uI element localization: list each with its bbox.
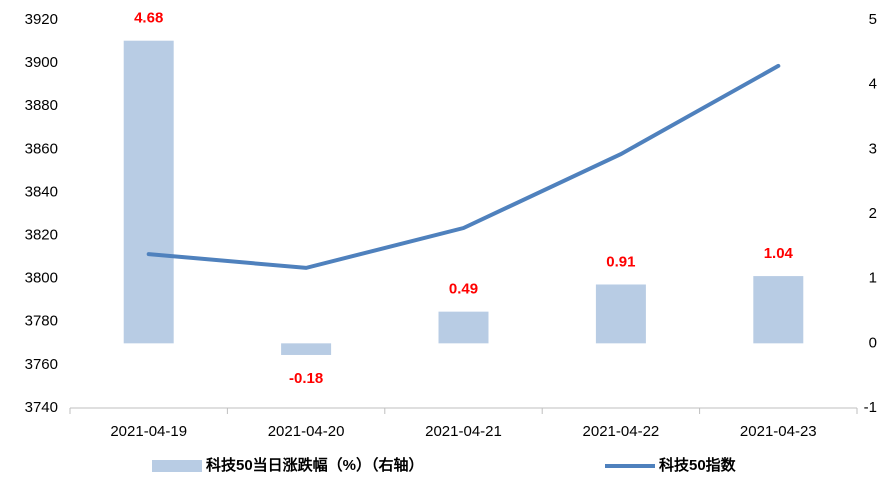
y2-tick-label: 3 [869, 140, 877, 157]
value-label: -0.18 [289, 370, 323, 387]
bar [753, 276, 804, 344]
bar [438, 311, 489, 344]
y-tick-label: 3860 [25, 140, 58, 157]
y2-tick-label: 0 [869, 334, 877, 351]
bar [595, 284, 646, 344]
bar [123, 40, 174, 344]
value-label: 1.04 [764, 245, 794, 262]
line [146, 63, 781, 270]
value-label: 4.68 [134, 10, 163, 27]
y-tick-label: 3900 [25, 54, 58, 71]
y-tick-label: 3800 [25, 270, 58, 287]
bar [281, 343, 332, 355]
legend-label: 科技50当日涨跌幅（%）（右轴） [206, 456, 424, 474]
y2-tick-label: -1 [864, 399, 877, 416]
value-label: 0.91 [606, 253, 635, 270]
y2-tick-label: 2 [869, 205, 877, 222]
legend-swatch [152, 460, 202, 472]
y2-tick-label: 1 [869, 270, 877, 287]
y-tick-label: 3780 [25, 313, 58, 330]
value-label: 0.49 [449, 281, 478, 298]
y2-tick-label: 5 [869, 11, 877, 28]
y-tick-label: 3840 [25, 183, 58, 200]
y-tick-label: 3880 [25, 97, 58, 114]
y-tick-label: 3920 [25, 11, 58, 28]
legend-label: 科技50指数 [659, 456, 737, 474]
x-tick-label: 2021-04-19 [110, 423, 187, 440]
y-tick-label: 3740 [25, 399, 58, 416]
y-tick-label: 3820 [25, 227, 58, 244]
x-tick-label: 2021-04-20 [268, 423, 345, 440]
y-tick-label: 3760 [25, 356, 58, 373]
x-tick-label: 2021-04-21 [425, 423, 502, 440]
y2-tick-label: 4 [869, 76, 877, 93]
x-tick-label: 2021-04-23 [740, 423, 817, 440]
x-tick-label: 2021-04-22 [583, 423, 660, 440]
